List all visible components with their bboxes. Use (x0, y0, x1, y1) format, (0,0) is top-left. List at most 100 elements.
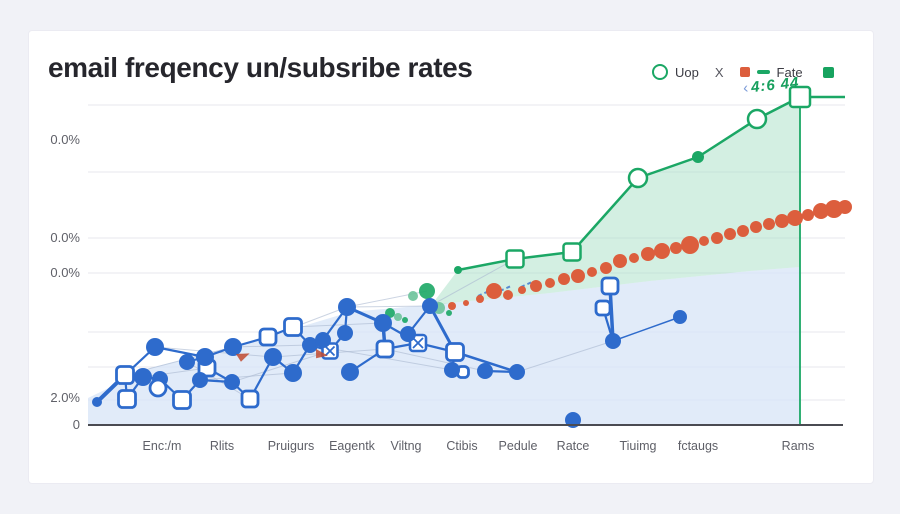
x-tick-label: Enc:/m (143, 439, 182, 453)
network-circle-node[interactable] (341, 363, 359, 381)
network-circle-node[interactable] (224, 374, 240, 390)
network-circle-node[interactable] (400, 326, 416, 342)
network-circle-node[interactable] (338, 298, 356, 316)
network-square-node[interactable] (258, 327, 278, 347)
fate-dot[interactable] (571, 269, 585, 283)
fate-dot[interactable] (448, 302, 456, 310)
network-circle-node[interactable] (134, 368, 152, 386)
faint-connector (516, 340, 614, 373)
uop-square-marker[interactable] (788, 85, 812, 109)
green-scatter-point[interactable] (394, 313, 402, 321)
fate-dot[interactable] (545, 278, 555, 288)
x-tick-label: Ratce (557, 439, 590, 453)
network-open-circle-node[interactable] (148, 378, 168, 398)
network-square-node[interactable] (117, 389, 137, 409)
network-circle-node[interactable] (302, 337, 318, 353)
legend: Uop X Fate (652, 64, 834, 80)
faint-connector (429, 258, 516, 307)
network-square-node[interactable] (240, 389, 260, 409)
annotation-arrow-icon: ‹ (742, 79, 751, 97)
red-arrow-accent (316, 349, 328, 359)
network-circle-node[interactable] (477, 363, 493, 379)
green-scatter-point[interactable] (408, 291, 418, 301)
uop-dot-marker[interactable] (692, 151, 704, 163)
fate-dot[interactable] (699, 236, 709, 246)
fate-dot[interactable] (737, 225, 749, 237)
network-square-node[interactable] (594, 299, 612, 317)
network-circle-node[interactable] (192, 372, 208, 388)
green-scatter-point[interactable] (419, 283, 435, 299)
fate-dot[interactable] (587, 267, 597, 277)
legend-item-uop[interactable]: Uop (652, 64, 699, 80)
fate-dot[interactable] (600, 262, 612, 274)
green-scatter-point[interactable] (446, 310, 452, 316)
fate-dot[interactable] (670, 242, 682, 254)
network-circle-node[interactable] (605, 333, 621, 349)
network-circle-node[interactable] (315, 332, 331, 348)
network-circle-node[interactable] (196, 348, 214, 366)
fate-dot[interactable] (838, 200, 852, 214)
network-circle-node[interactable] (673, 310, 687, 324)
fate-dot[interactable] (775, 214, 789, 228)
y-tick-label: 0 (73, 417, 80, 432)
network-square-node[interactable] (172, 390, 192, 410)
green-scatter-point[interactable] (402, 317, 408, 323)
network-circle-node[interactable] (224, 338, 242, 356)
fate-dot[interactable] (724, 228, 736, 240)
fate-dot[interactable] (763, 218, 775, 230)
x-tick-label: Rlits (210, 439, 234, 453)
fate-dot[interactable] (530, 280, 542, 292)
fate-dot[interactable] (641, 247, 655, 261)
legend-label-uop: Uop (675, 64, 699, 80)
uop-open-circle-marker[interactable] (627, 167, 649, 189)
fate-dot[interactable] (654, 243, 670, 259)
network-circle-node[interactable] (374, 314, 392, 332)
uop-open-circle-marker[interactable] (746, 108, 768, 130)
network-circle-node[interactable] (444, 362, 460, 378)
network-circle-node[interactable] (264, 348, 282, 366)
fate-dot[interactable] (558, 273, 570, 285)
green-area-fill (430, 97, 800, 307)
network-square-node[interactable] (375, 339, 395, 359)
fate-dot[interactable] (503, 290, 513, 300)
network-circle-node[interactable] (284, 364, 302, 382)
fate-dot[interactable] (518, 286, 526, 294)
network-square-node[interactable] (445, 342, 465, 362)
uop-square-marker[interactable] (562, 242, 582, 262)
fate-dot[interactable] (802, 209, 814, 221)
fate-dot[interactable] (711, 232, 723, 244)
network-circle-node[interactable] (337, 325, 353, 341)
network-square-node[interactable] (115, 365, 135, 385)
legend-green-square-icon[interactable] (822, 66, 834, 78)
xsquare-cross (324, 345, 336, 357)
y-tick-label: 0.0% (50, 132, 80, 147)
network-circle-node[interactable] (422, 298, 438, 314)
network-circle-node[interactable] (509, 364, 525, 380)
fate-dot[interactable] (787, 210, 803, 226)
y-tick-label: 0.0% (50, 230, 80, 245)
faint-connector (292, 322, 384, 328)
x-tick-label: Rams (782, 439, 815, 453)
y-tick-label: 2.0% (50, 390, 80, 405)
fate-dot[interactable] (476, 295, 484, 303)
x-tick-label: fctaugs (678, 439, 718, 453)
fate-dot[interactable] (463, 300, 469, 306)
fate-dot[interactable] (813, 203, 829, 219)
fate-dot[interactable] (486, 283, 502, 299)
x-tick-label: Tiuimg (619, 439, 656, 453)
x-tick-label: Viltng (390, 439, 421, 453)
network-circle-node[interactable] (146, 338, 164, 356)
fate-dot[interactable] (629, 253, 639, 263)
network-circle-node[interactable] (179, 354, 195, 370)
fate-dot[interactable] (613, 254, 627, 268)
legend-label-fate: Fate (776, 64, 803, 80)
legend-item-fate[interactable]: Fate (739, 64, 803, 80)
legend-item-x[interactable]: X (714, 64, 724, 80)
uop-dot-marker[interactable] (454, 266, 462, 274)
network-square-node[interactable] (600, 276, 620, 296)
network-square-node[interactable] (283, 317, 303, 337)
fate-dot[interactable] (750, 221, 762, 233)
network-circle-node[interactable] (92, 397, 102, 407)
fate-dot[interactable] (681, 236, 699, 254)
uop-square-marker[interactable] (505, 249, 525, 269)
